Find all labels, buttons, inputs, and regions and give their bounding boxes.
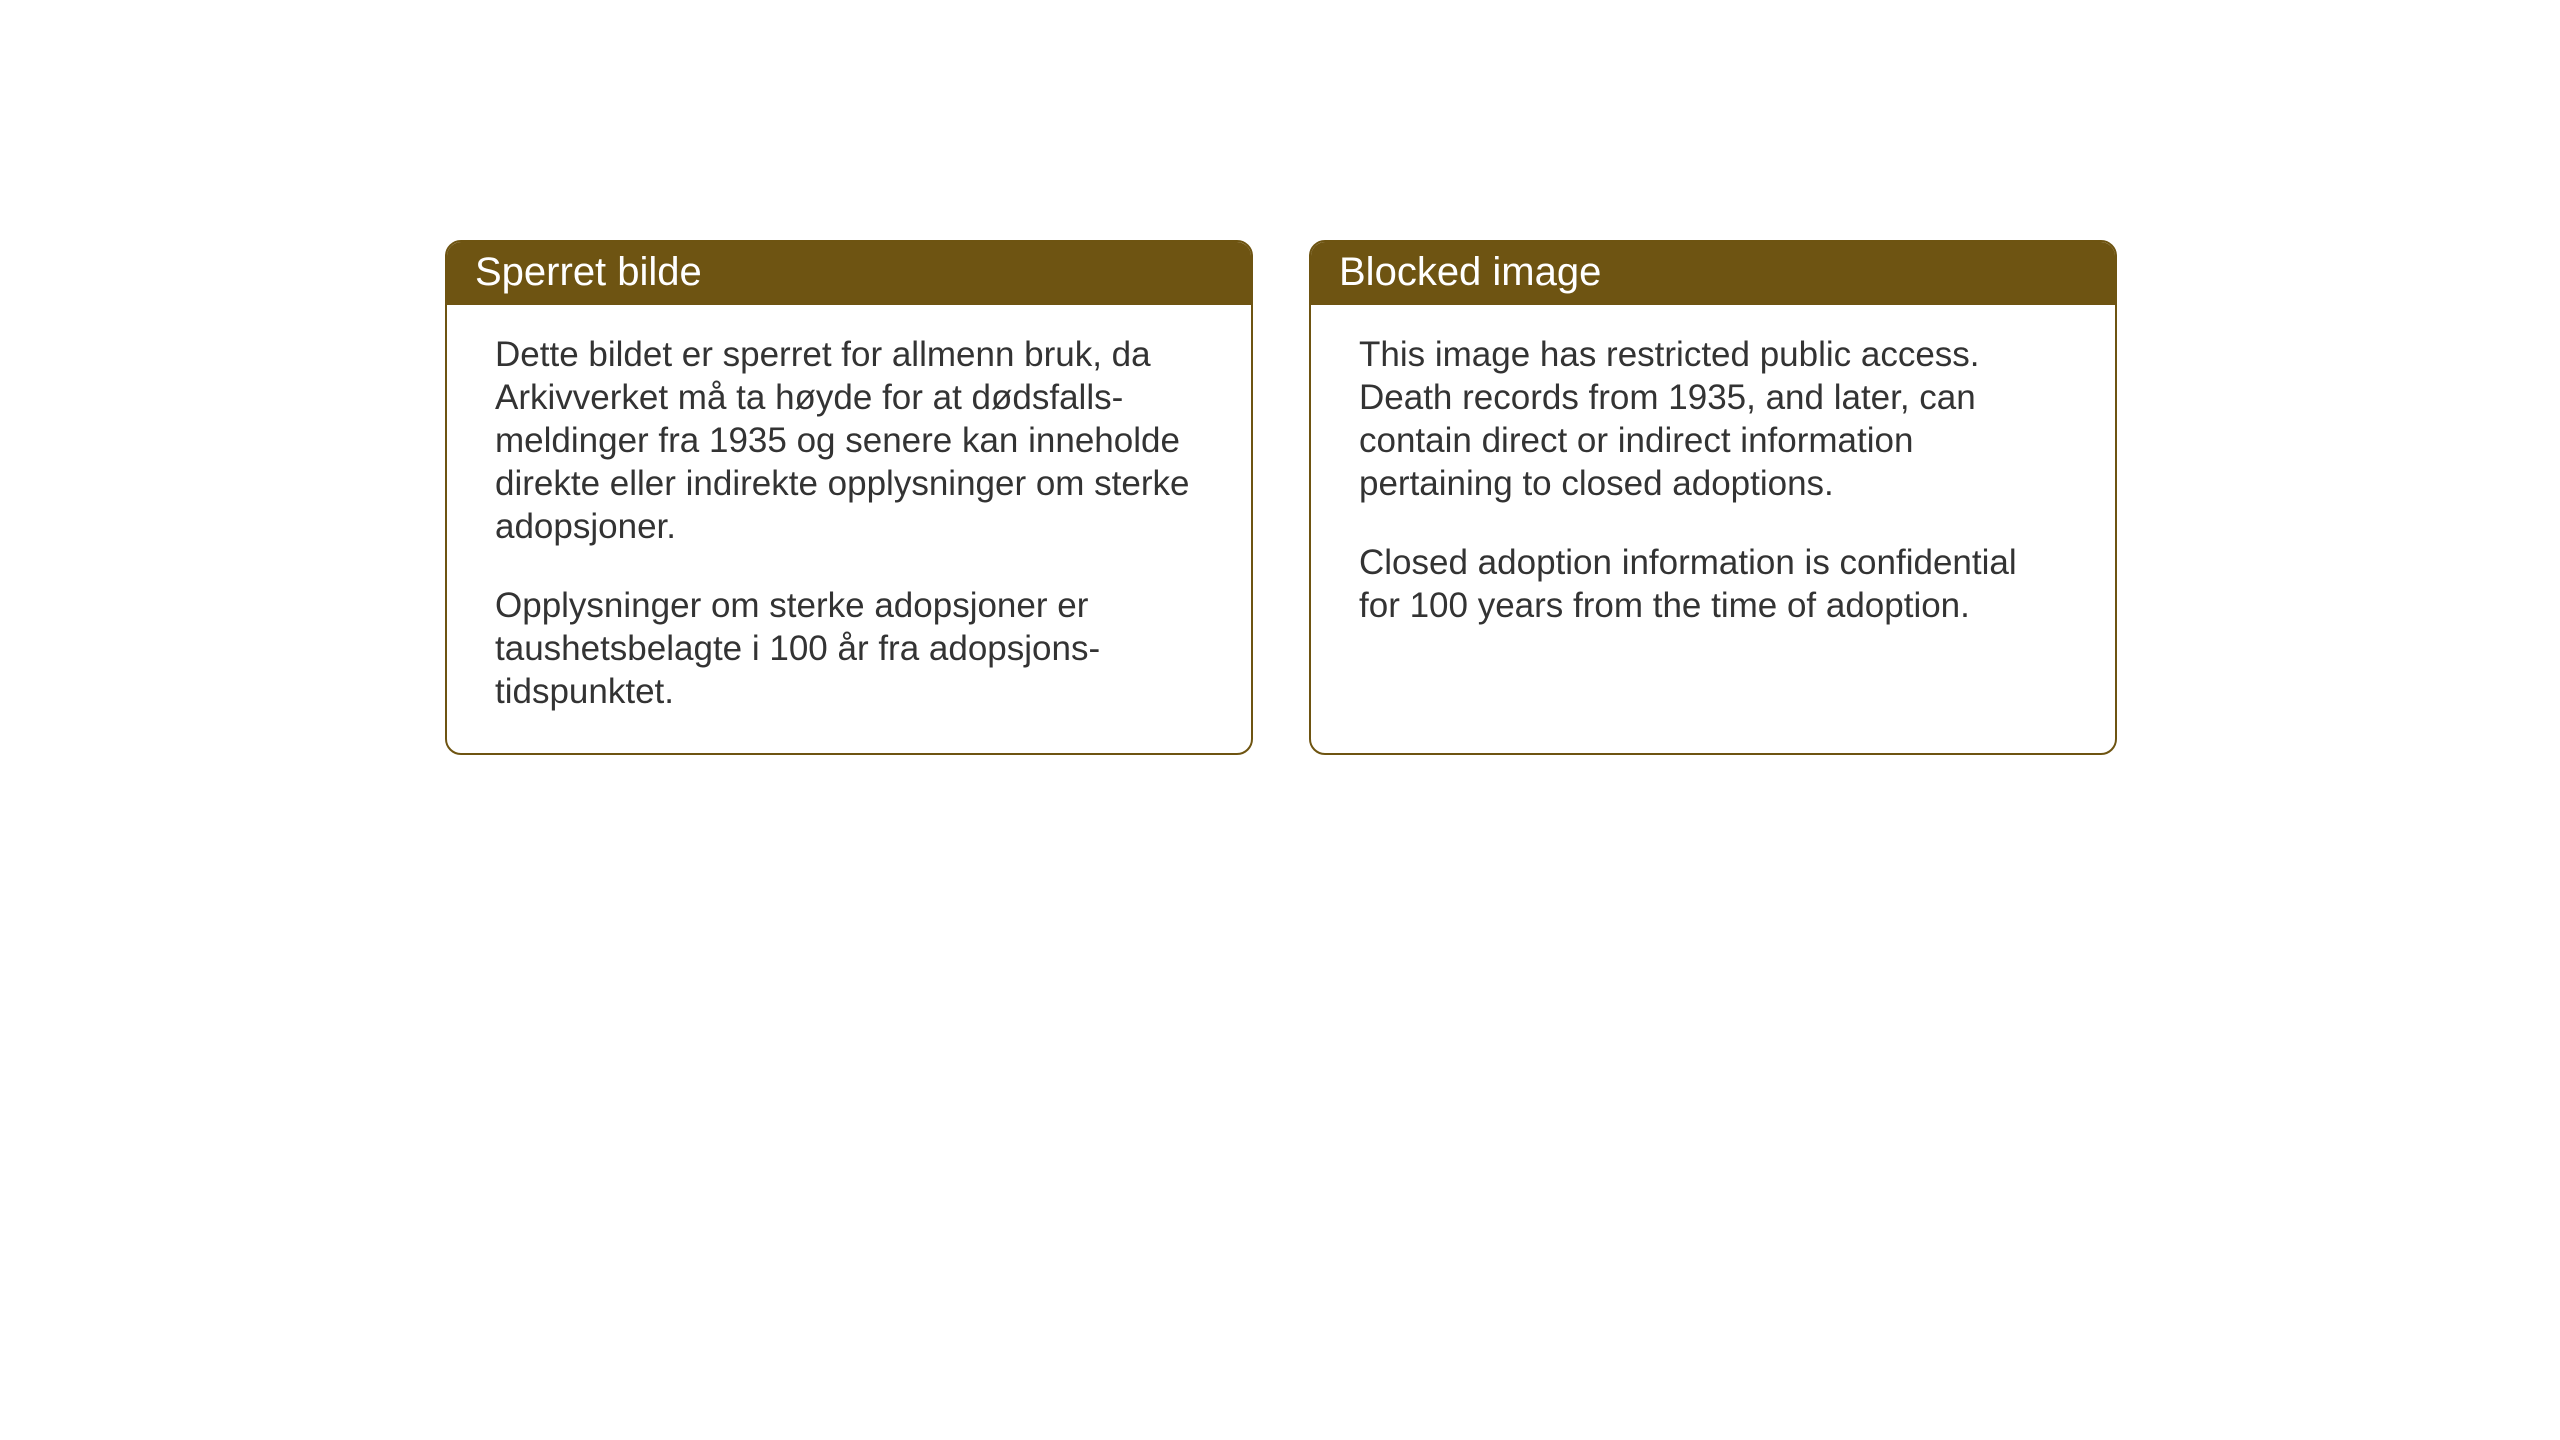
card-paragraph-2-norwegian: Opplysninger om sterke adopsjoner er tau…	[495, 584, 1203, 713]
card-body-norwegian: Dette bildet er sperret for allmenn bruk…	[447, 305, 1251, 753]
card-header-norwegian: Sperret bilde	[447, 242, 1251, 305]
card-title-norwegian: Sperret bilde	[475, 250, 702, 294]
card-header-english: Blocked image	[1311, 242, 2115, 305]
card-paragraph-2-english: Closed adoption information is confident…	[1359, 541, 2067, 627]
card-paragraph-1-norwegian: Dette bildet er sperret for allmenn bruk…	[495, 333, 1203, 548]
notice-card-norwegian: Sperret bilde Dette bildet er sperret fo…	[445, 240, 1253, 755]
notice-container: Sperret bilde Dette bildet er sperret fo…	[445, 240, 2117, 755]
card-title-english: Blocked image	[1339, 250, 1601, 294]
card-paragraph-1-english: This image has restricted public access.…	[1359, 333, 2067, 505]
notice-card-english: Blocked image This image has restricted …	[1309, 240, 2117, 755]
card-body-english: This image has restricted public access.…	[1311, 305, 2115, 753]
